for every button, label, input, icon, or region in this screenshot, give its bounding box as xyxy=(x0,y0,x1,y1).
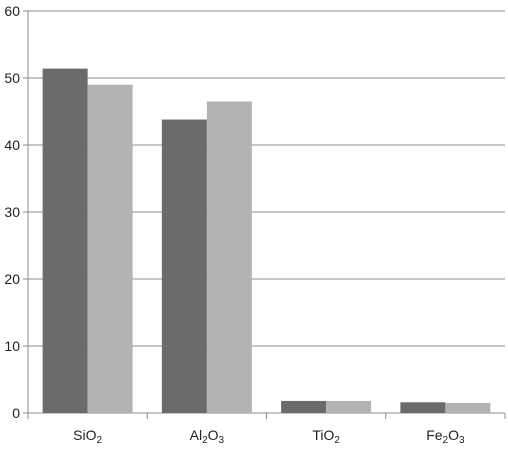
x-category-label: Fe2O3 xyxy=(426,427,465,446)
bars xyxy=(42,68,491,414)
bar-series2-cat4 xyxy=(445,402,491,413)
x-category-label: SiO2 xyxy=(73,427,102,446)
bar-series2-cat3 xyxy=(326,400,372,413)
x-category-label: Al2O3 xyxy=(190,427,225,446)
y-tick-label: 10 xyxy=(4,338,20,354)
y-tick-label: 30 xyxy=(4,204,20,220)
x-category-label: TiO2 xyxy=(312,427,340,446)
bar-series2-cat1 xyxy=(87,84,133,413)
bar-series1-cat4 xyxy=(400,402,446,413)
y-tick-label: 20 xyxy=(4,271,20,287)
bar-series1-cat1 xyxy=(42,68,88,414)
y-axis-ticks: 0 10 20 30 40 50 60 xyxy=(4,3,28,421)
bar-series1-cat2 xyxy=(161,119,207,413)
y-tick-label: 0 xyxy=(12,405,20,421)
bar-series2-cat2 xyxy=(206,101,252,413)
y-tick-label: 60 xyxy=(4,3,20,19)
x-axis-labels: SiO2 Al2O3 TiO2 Fe2O3 xyxy=(73,427,465,446)
y-tick-label: 50 xyxy=(4,70,20,86)
bar-series1-cat3 xyxy=(281,400,327,413)
y-tick-label: 40 xyxy=(4,137,20,153)
